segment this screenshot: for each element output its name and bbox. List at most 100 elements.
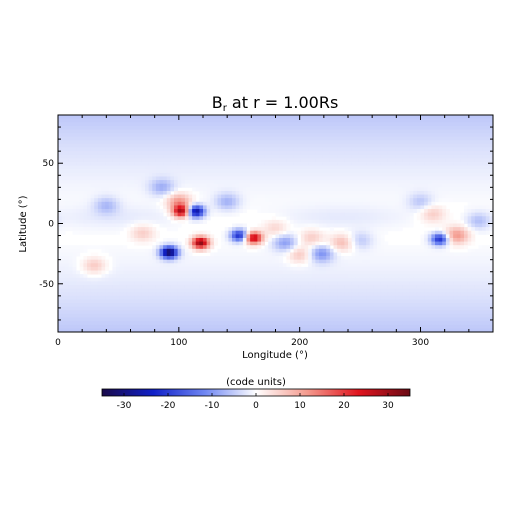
heatmap-cell [362, 263, 367, 268]
heatmap-cell [130, 187, 135, 192]
heatmap-cell [337, 140, 342, 145]
heatmap-cell [203, 147, 208, 152]
heatmap-cell [348, 248, 353, 253]
heatmap-cell [431, 198, 436, 203]
heatmap-cell [228, 241, 233, 246]
heatmap-cell [427, 223, 432, 228]
heatmap-cell [108, 172, 113, 177]
heatmap-cell [435, 183, 440, 188]
heatmap-cell [145, 190, 150, 195]
heatmap-cell [137, 274, 142, 279]
heatmap-cell [58, 183, 63, 188]
heatmap-cell [137, 201, 142, 206]
heatmap-cell [65, 194, 70, 199]
heatmap-cell [264, 122, 269, 127]
heatmap-cell [206, 194, 211, 199]
heatmap-cell [395, 212, 400, 217]
heatmap-cell [246, 234, 251, 239]
heatmap-cell [362, 266, 367, 271]
heatmap-cell [210, 209, 215, 214]
heatmap-cell [424, 183, 429, 188]
heatmap-cell [97, 158, 102, 163]
heatmap-cell [467, 234, 472, 239]
heatmap-cell [424, 172, 429, 177]
heatmap-cell [126, 237, 131, 242]
heatmap-cell [427, 165, 432, 170]
heatmap-cell [159, 154, 164, 159]
heatmap-cell [112, 125, 117, 130]
heatmap-cell [170, 248, 175, 253]
heatmap-cell [413, 187, 418, 192]
heatmap-cell [456, 198, 461, 203]
heatmap-cell [192, 234, 197, 239]
heatmap-cell [195, 248, 200, 253]
heatmap-cell [431, 133, 436, 138]
heatmap-cell [464, 252, 469, 257]
heatmap-cell [435, 158, 440, 163]
heatmap-cell [105, 151, 110, 156]
heatmap-cell [344, 237, 349, 242]
heatmap-cell [435, 143, 440, 148]
heatmap-cell [442, 256, 447, 261]
heatmap-cell [420, 162, 425, 167]
heatmap-cell [126, 256, 131, 261]
heatmap-cell [322, 176, 327, 181]
heatmap-cell [380, 180, 385, 185]
heatmap-cell [184, 209, 189, 214]
heatmap-cell [213, 205, 218, 210]
heatmap-cell [366, 190, 371, 195]
heatmap-cell [72, 190, 77, 195]
heatmap-cell [126, 274, 131, 279]
heatmap-cell [442, 234, 447, 239]
heatmap-cell [333, 169, 338, 174]
heatmap-cell [123, 194, 128, 199]
heatmap-cell [250, 165, 255, 170]
heatmap-cell [210, 256, 215, 261]
heatmap-cell [184, 176, 189, 181]
heatmap-cell [137, 212, 142, 217]
heatmap-cell [199, 256, 204, 261]
heatmap-cell [282, 223, 287, 228]
heatmap-cell [416, 263, 421, 268]
heatmap-cell [373, 176, 378, 181]
heatmap-cell [271, 162, 276, 167]
heatmap-cell [174, 256, 179, 261]
heatmap-cell [326, 176, 331, 181]
heatmap-cell [460, 187, 465, 192]
heatmap-cell [275, 263, 280, 268]
heatmap-cell [159, 241, 164, 246]
heatmap-cell [257, 190, 262, 195]
heatmap-cell [369, 172, 374, 177]
heatmap-cell [395, 129, 400, 134]
heatmap-cell [181, 245, 186, 250]
heatmap-cell [166, 118, 171, 123]
heatmap-cell [232, 133, 237, 138]
heatmap-cell [235, 245, 240, 250]
heatmap-cell [282, 241, 287, 246]
heatmap-cell [130, 219, 135, 224]
heatmap-cell [264, 256, 269, 261]
heatmap-cell [384, 209, 389, 214]
heatmap-cell [246, 122, 251, 127]
heatmap-cell [145, 256, 150, 261]
heatmap-cell [300, 187, 305, 192]
heatmap-cell [141, 187, 146, 192]
heatmap-cell [453, 256, 458, 261]
heatmap-cell [152, 154, 157, 159]
heatmap-cell [83, 219, 88, 224]
heatmap-cell [203, 133, 208, 138]
heatmap-cell [409, 183, 414, 188]
heatmap-cell [228, 190, 233, 195]
heatmap-cell [351, 205, 356, 210]
heatmap-cell [290, 266, 295, 271]
heatmap-cell [326, 237, 331, 242]
heatmap-cell [116, 165, 121, 170]
heatmap-cell [192, 176, 197, 181]
heatmap-cell [97, 194, 102, 199]
heatmap-cell [90, 198, 95, 203]
heatmap-cell [166, 201, 171, 206]
heatmap-cell [257, 201, 262, 206]
heatmap-cell [442, 209, 447, 214]
heatmap-cell [224, 169, 229, 174]
heatmap-cell [275, 143, 280, 148]
